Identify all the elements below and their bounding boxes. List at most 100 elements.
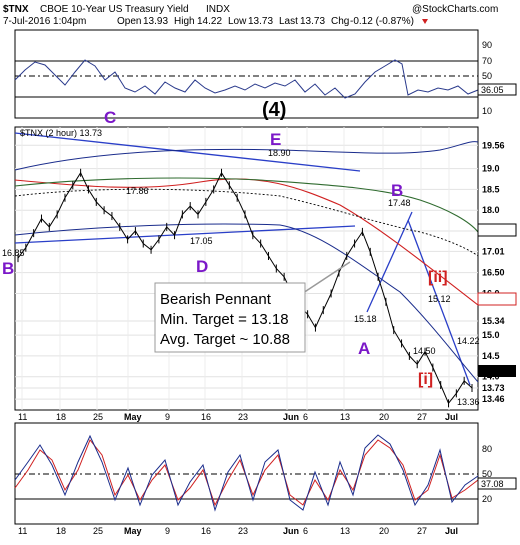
- date-label: 6: [303, 412, 308, 422]
- date-label: Jul: [445, 526, 458, 536]
- date-label: 6: [303, 526, 308, 536]
- date-label: Jul: [445, 412, 458, 422]
- price-tick-label: 15.0: [482, 330, 500, 340]
- wave-label-e: E: [270, 130, 281, 149]
- price-tick-label: 19.56: [482, 140, 505, 150]
- chg-value: -0.12 (-0.87%): [350, 16, 414, 27]
- wave-label-b-left: B: [2, 259, 14, 278]
- bottom-tick-20: 20: [482, 494, 492, 504]
- time-gridlines: [21, 127, 450, 410]
- annotation-17-86: 17.86: [126, 186, 149, 196]
- date-label: May: [124, 526, 142, 536]
- wave-label-4: (4): [262, 99, 286, 121]
- dotted-average: [14, 188, 479, 257]
- moving-average-green: [14, 177, 479, 233]
- date-label: 13: [340, 526, 350, 536]
- price-tick-label: 15.34: [482, 316, 505, 326]
- decline-trendline: [407, 219, 471, 386]
- price-tick-label: 18.0: [482, 205, 500, 215]
- last-label: Last: [279, 16, 298, 27]
- upper-band: [14, 141, 479, 171]
- wave-label-ii: [ii]: [428, 269, 448, 286]
- date-label: Jun: [283, 526, 299, 536]
- bottom-current-box: [477, 477, 517, 490]
- ma-green-box: [477, 223, 517, 237]
- low-value: 13.73: [248, 16, 273, 27]
- date-label: 23: [238, 412, 248, 422]
- wave-label-a: A: [358, 339, 370, 358]
- date-label: 16: [201, 412, 211, 422]
- annotation-17-05: 17.05: [190, 236, 213, 246]
- last-value: 13.73: [300, 16, 325, 27]
- wave-label-b-right: B: [391, 181, 403, 200]
- wave-label-d: D: [196, 257, 208, 276]
- price-tick-label: 17.01: [482, 246, 505, 256]
- high-label: High: [174, 16, 195, 27]
- wave-b-trendline: [366, 211, 413, 313]
- price-tick-label: 16.50: [482, 268, 505, 278]
- price-tick-label: 18.5: [482, 184, 500, 194]
- date-label: Jun: [283, 412, 299, 422]
- down-arrow-icon: [422, 19, 428, 24]
- date-label: 18: [56, 412, 66, 422]
- top-tick-70: 70: [482, 56, 492, 66]
- top-panel-frame: [14, 29, 479, 119]
- price-line: [17, 171, 473, 405]
- ma-red-box: [477, 292, 517, 306]
- price-tick-label: 13.46: [482, 394, 505, 404]
- date-label: 11: [18, 526, 27, 536]
- date-axis-bottom: 11 18 25 May 9 16 23 Jun 6 13 20 27 Jul: [18, 526, 458, 536]
- bottom-tick-50: 50: [482, 469, 492, 479]
- date-label: 16: [201, 526, 211, 536]
- price-tick-label: 19.0: [482, 164, 500, 174]
- annotation-13-36: 13.36: [457, 397, 480, 407]
- date-label: 27: [417, 412, 427, 422]
- callout-box: [154, 282, 306, 353]
- date-label: 9: [165, 526, 170, 536]
- open-value: 13.93: [143, 16, 168, 27]
- date-label: 18: [56, 526, 66, 536]
- index-type: INDX: [206, 4, 230, 15]
- chg-label: Chg: [331, 16, 349, 27]
- callout-line-1: Bearish Pennant: [160, 291, 272, 308]
- bottom-tick-80: 80: [482, 444, 492, 454]
- callout-pointer: [299, 261, 351, 296]
- top-oscillator-line: [14, 59, 479, 99]
- annotation-14-50: 14.50: [413, 346, 436, 356]
- price-axis: 19.5619.018.518.017.517.0116.5016.015.34…: [482, 140, 505, 404]
- top-tick-10: 10: [482, 106, 492, 116]
- price-tick-label: 14.5: [482, 351, 500, 361]
- pennant-upper-trendline: [14, 132, 361, 172]
- legend-text: $TNX (2 hour) 13.73: [20, 128, 102, 138]
- date-label: 11: [18, 412, 27, 422]
- annotation-15-18: 15.18: [354, 314, 377, 324]
- top-tick-90: 90: [482, 40, 492, 50]
- watermark: @StockCharts.com: [412, 4, 498, 15]
- date-label: 13: [340, 412, 350, 422]
- date-label: 27: [417, 526, 427, 536]
- wave-label-i: [i]: [418, 371, 433, 388]
- low-label: Low: [228, 16, 247, 27]
- date-label: May: [124, 412, 142, 422]
- date-label: 25: [93, 412, 103, 422]
- annotation-16-85: 16.85: [2, 248, 25, 258]
- symbol: $TNX: [3, 4, 29, 15]
- last-price-box: [478, 365, 516, 377]
- open-label: Open: [117, 16, 141, 27]
- date-axis-middle: 11 18 25 May 9 16 23 Jun 6 13 20 27 Jul: [18, 412, 458, 422]
- top-current-value: 36.05: [481, 85, 504, 95]
- annotation-15-12: 15.12: [428, 294, 451, 304]
- price-tick-label: 13.73: [482, 383, 505, 393]
- annotation-14-22: 14.22: [457, 336, 480, 346]
- date-label: 25: [93, 526, 103, 536]
- wave-label-c: C: [104, 108, 116, 127]
- top-current-box: [477, 83, 517, 96]
- pennant-lower-trendline: [14, 225, 356, 244]
- callout-line-2: Min. Target = 13.18: [160, 311, 289, 328]
- date-label: 20: [379, 526, 389, 536]
- date-label: 9: [165, 412, 170, 422]
- date-time: 7-Jul-2016 1:04pm: [3, 16, 86, 27]
- high-value: 14.22: [197, 16, 222, 27]
